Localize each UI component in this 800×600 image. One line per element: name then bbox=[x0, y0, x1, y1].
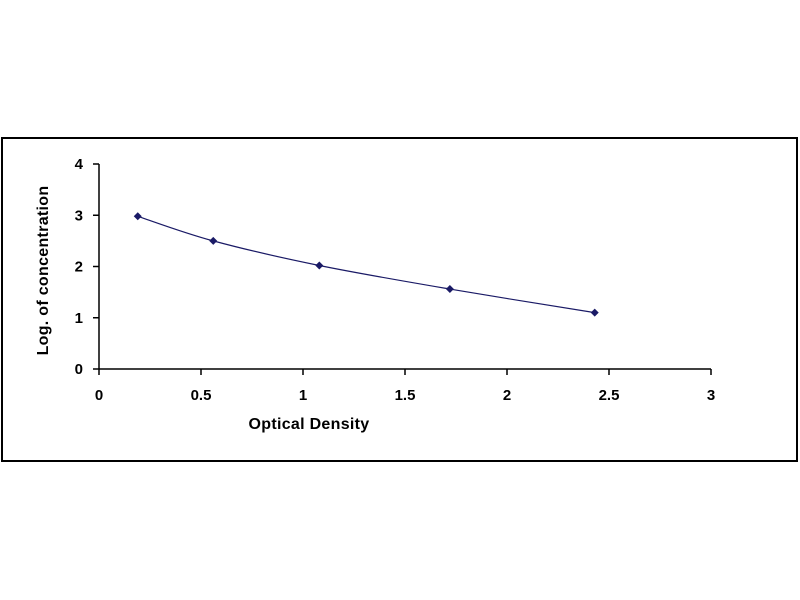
chart-frame: 0 0.5 1 1.5 2 2.5 3 0 1 2 3 4 Optical Density Log.… bbox=[1, 137, 798, 462]
x-ticks: 0 0.5 1 1.5 2 2.5 3 bbox=[95, 369, 715, 404]
x-tick-label: 0 bbox=[95, 387, 103, 404]
data-point-marker bbox=[315, 261, 324, 270]
y-tick-label: 3 bbox=[75, 207, 83, 224]
x-tick-label: 1 bbox=[299, 387, 307, 404]
y-tick-label: 2 bbox=[75, 259, 83, 276]
data-point-marker bbox=[209, 236, 218, 245]
x-tick-label: 0.5 bbox=[191, 387, 212, 404]
x-tick-label: 1.5 bbox=[395, 387, 416, 404]
y-axis-label: Log. of concentration bbox=[35, 186, 52, 356]
x-tick-label: 2 bbox=[503, 387, 511, 404]
y-tick-label: 1 bbox=[75, 310, 83, 327]
y-tick-label: 0 bbox=[75, 361, 83, 378]
x-axis-label: Optical Density bbox=[249, 416, 370, 433]
y-tick-label: 4 bbox=[75, 156, 84, 173]
data-point-marker bbox=[445, 285, 454, 294]
chart-plot: 0 0.5 1 1.5 2 2.5 3 0 1 2 3 4 Optical Density Log.… bbox=[35, 156, 716, 433]
x-tick-label: 3 bbox=[707, 387, 715, 404]
y-ticks: 0 1 2 3 4 bbox=[75, 156, 99, 378]
data-point-marker bbox=[590, 308, 599, 317]
axes: 0 0.5 1 1.5 2 2.5 3 0 1 2 3 4 bbox=[75, 156, 716, 404]
data-point-marker bbox=[133, 212, 142, 221]
x-tick-label: 2.5 bbox=[599, 387, 620, 404]
trend-curve bbox=[137, 215, 595, 314]
data-points bbox=[133, 212, 599, 317]
